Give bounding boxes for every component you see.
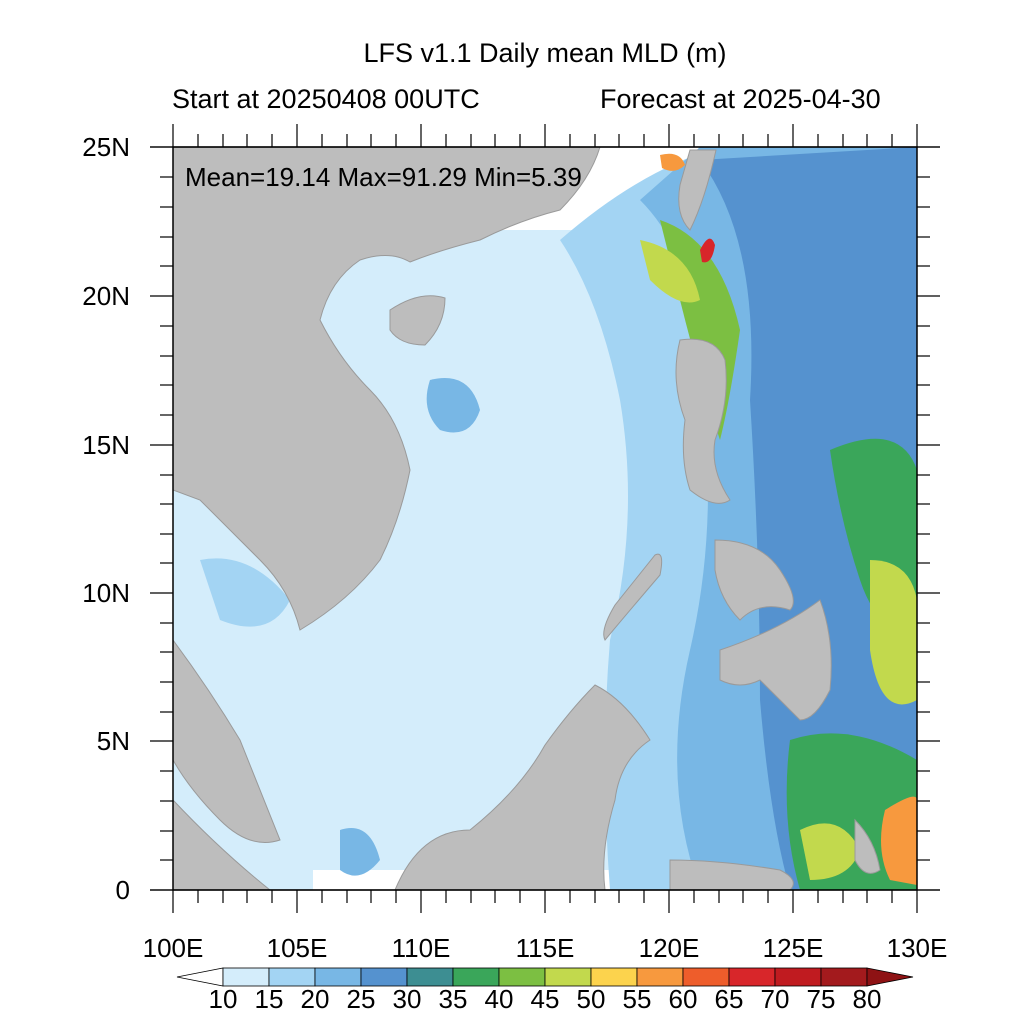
colorbar-label: 45 [530,984,560,1014]
hainan-island [389,295,446,346]
mld-band-50-strait [640,240,700,303]
colorbar-label: 70 [760,984,790,1014]
x-tick-label-125e: 125E [762,933,824,963]
colorbar-label: 60 [668,984,698,1014]
map-title: LFS v1.1 Daily mean MLD (m) [363,38,727,68]
y-tick-label-0: 0 [115,875,130,905]
colorbar-label: 35 [438,984,468,1014]
colorbar-label: 10 [208,984,238,1014]
visayas-islands [714,539,794,621]
x-tick-label-120e: 120E [638,933,700,963]
mld-patch-south [340,828,380,876]
colorbar-label: 40 [484,984,514,1014]
malay-peninsula [173,639,281,843]
colorbar-label: 20 [300,984,330,1014]
x-tick-label-115e: 115E [515,933,575,963]
colorbar-label: 75 [806,984,836,1014]
mld-band-60-se [881,796,917,885]
colorbar-label: 55 [622,984,652,1014]
land-masses [173,147,881,890]
y-tick-label-10n: 10N [82,578,130,608]
colorbar-label: 15 [254,984,284,1014]
x-tick-label-105e: 105E [266,933,328,963]
borneo-island [394,684,651,890]
x-tick-label-130e: 130E [886,933,948,963]
y-tick-label-15n: 15N [82,430,130,460]
halmahera-island [854,818,881,874]
taiwan-island [678,149,717,231]
colorbar-label: 80 [852,984,882,1014]
mld-band-60-taiwan [660,153,685,171]
colorbar-segment [866,967,914,987]
sulawesi-north [669,859,794,890]
start-time-label: Start at 20250408 00UTC [172,84,480,114]
forecast-time-label: Forecast at 2025-04-30 [600,84,881,114]
colorbar-label: 50 [576,984,606,1014]
y-tick-label-20n: 20N [82,281,130,311]
mld-band-70-spot [700,238,715,263]
luzon-island [675,338,731,504]
mld-band-30 [700,147,917,890]
mainland-asia [173,147,601,631]
colorbar-label: 25 [346,984,376,1014]
mindanao-island [719,599,832,721]
mld-band-50-south [800,823,860,880]
x-tick-label-110e: 110E [391,933,451,963]
colorbar-label: 30 [392,984,422,1014]
x-ticks [172,124,918,913]
mld-patch-gulf-thailand [200,558,290,627]
y-tick-label-5n: 5N [96,726,130,756]
map-plot-area [173,147,917,890]
y-tick-label-25n: 25N [82,132,130,162]
colorbar-label: 65 [714,984,744,1014]
y-ticks [150,146,940,891]
mld-band-50-east [870,560,917,705]
colorbar [176,967,914,987]
mld-patch-paracel [426,378,480,433]
x-tick-label-100e: 100E [142,933,204,963]
palawan-island [603,553,663,641]
stats-annotation: Mean=19.14 Max=91.29 Min=5.39 [185,162,582,192]
